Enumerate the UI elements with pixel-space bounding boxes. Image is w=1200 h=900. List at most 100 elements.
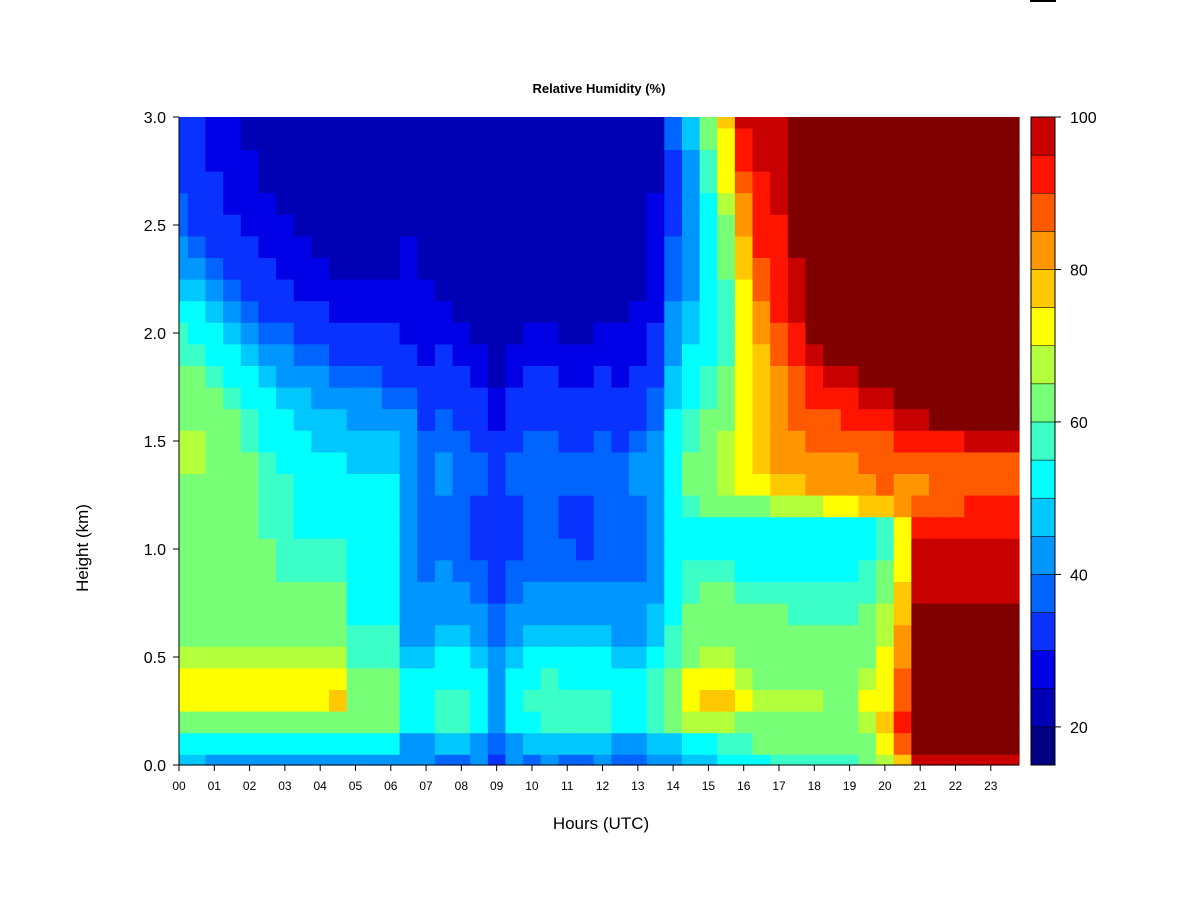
heatmap-cell [470,149,489,172]
heatmap-cell [876,538,895,561]
heatmap-cell [946,495,965,518]
heatmap-cell [381,495,401,518]
heatmap-cell [205,754,224,766]
heatmap-cell [964,603,983,626]
heatmap-cell [840,538,860,561]
heatmap-cell [487,711,507,734]
heatmap-cell [311,214,330,237]
heatmap-cell [240,149,260,172]
heatmap-cell [946,689,965,712]
heatmap-cell [840,624,860,647]
heatmap-cell [717,300,736,323]
heatmap-cell [487,473,507,496]
heatmap-cell [558,408,577,431]
heatmap-cell [399,754,418,766]
heatmap-cell [205,538,224,561]
heatmap-cell [893,732,912,755]
heatmap-cell [911,127,930,150]
heatmap-cell [558,365,577,388]
heatmap-cell [858,538,877,561]
heatmap-cell [823,689,842,712]
heatmap-cell [293,559,312,582]
heatmap-cell [876,559,895,582]
heatmap-cell [664,149,683,172]
heatmap-cell [981,516,1001,539]
heatmap-cell [187,732,207,755]
heatmap-cell [505,127,524,150]
heatmap-cell [734,516,754,539]
heatmap-cell [452,581,471,604]
heatmap-cell [981,538,1001,561]
x-tick-label: 01 [208,779,222,793]
heatmap-cell [646,127,665,150]
heatmap-cell [964,689,983,712]
heatmap-cell [276,711,295,734]
heatmap-cell [240,365,260,388]
heatmap-cell [470,451,489,474]
heatmap-cell [664,117,683,129]
heatmap-cell [629,235,648,258]
heatmap-cell [787,343,807,366]
heatmap-cell [770,711,789,734]
heatmap-cell [911,214,930,237]
heatmap-cell [205,646,224,669]
heatmap-cell [434,451,454,474]
heatmap-cell [858,322,877,345]
heatmap-cell [734,192,754,215]
heatmap-cell [417,408,436,431]
heatmap-cell [787,646,807,669]
heatmap-cell [876,430,895,453]
heatmap-cell [999,732,1020,755]
heatmap-cell [717,192,736,215]
heatmap-cell [417,473,436,496]
heatmap-cell [734,300,754,323]
heatmap-cell [999,171,1020,194]
heatmap-cell [717,235,736,258]
heatmap-cell [840,192,860,215]
heatmap-cell [964,117,983,129]
heatmap-cell [240,127,260,150]
heatmap-cell [823,300,842,323]
heatmap-cell [681,473,701,496]
heatmap-cell [505,235,524,258]
heatmap-cell [276,192,295,215]
heatmap-cell [487,117,507,129]
heatmap-cell [646,430,665,453]
heatmap-cell [787,387,807,410]
heatmap-cell [946,538,965,561]
heatmap-cell [629,365,648,388]
heatmap-cell [787,171,807,194]
heatmap-cell [611,711,630,734]
heatmap-cell [470,624,489,647]
heatmap-cell [240,300,260,323]
heatmap-cell [611,235,630,258]
heatmap-cell [258,646,277,669]
heatmap-cell [558,667,577,690]
heatmap-cell [523,408,542,431]
heatmap-cell [664,559,683,582]
heatmap-cell [258,495,277,518]
heatmap-cell [576,149,595,172]
heatmap-cell [179,279,189,302]
heatmap-cell [187,343,207,366]
heatmap-cell [276,581,295,604]
x-tick-label: 15 [702,779,716,793]
heatmap-cell [876,516,895,539]
x-tick-label: 08 [455,779,469,793]
heatmap-cell [187,646,207,669]
heatmap-cell [329,214,348,237]
heatmap-cell [470,646,489,669]
heatmap-cell [364,754,383,766]
heatmap-cell [717,387,736,410]
heatmap-cell [223,538,242,561]
heatmap-cell [505,624,524,647]
heatmap-cell [876,257,895,280]
heatmap-cell [187,430,207,453]
colorbar-swatch [1030,154,1056,194]
heatmap-cell [540,279,560,302]
heatmap-cell [505,387,524,410]
heatmap-cell [911,279,930,302]
heatmap-cell [346,538,365,561]
heatmap-cell [540,559,560,582]
heatmap-cell [470,689,489,712]
